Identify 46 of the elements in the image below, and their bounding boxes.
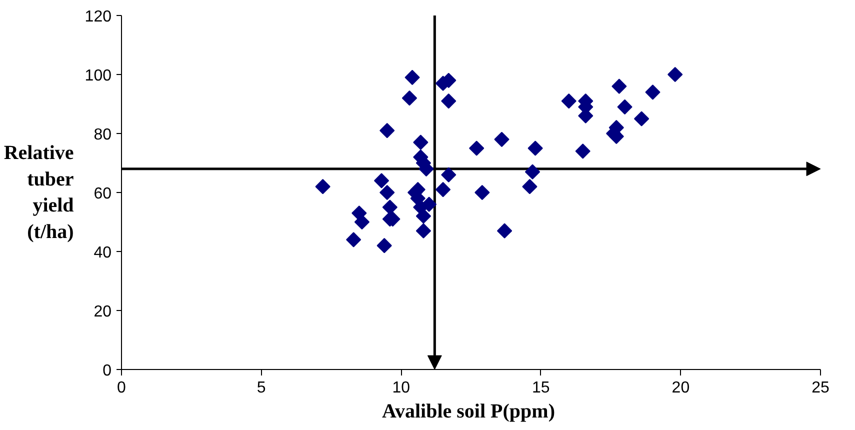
point <box>380 122 395 138</box>
point <box>402 90 418 106</box>
point <box>441 167 456 182</box>
point <box>404 70 420 86</box>
point <box>528 140 543 156</box>
point <box>496 223 512 238</box>
point <box>416 208 432 224</box>
x-axis-title: Avalible soil P(ppm) <box>382 400 555 422</box>
point <box>634 111 650 126</box>
point <box>645 84 660 100</box>
x-tick-label: 10 <box>392 380 410 396</box>
y-tick-label: 80 <box>94 126 112 144</box>
point <box>380 184 395 200</box>
point <box>315 179 330 194</box>
point <box>474 184 490 200</box>
point <box>354 214 370 230</box>
point <box>494 132 510 147</box>
point <box>441 93 456 109</box>
point <box>346 232 362 248</box>
point <box>435 182 451 198</box>
x-tick-label: 15 <box>532 380 550 396</box>
x-tick-label: 0 <box>117 380 126 396</box>
point <box>376 238 392 254</box>
x-tick-label: 5 <box>256 380 266 396</box>
point <box>524 164 540 180</box>
point <box>668 66 683 82</box>
point <box>469 140 484 156</box>
y-tick-label: 60 <box>94 186 112 202</box>
point <box>382 200 398 215</box>
y-tick-label: 0 <box>102 362 112 380</box>
point <box>575 144 590 159</box>
point <box>561 93 576 109</box>
y-tick-label: 20 <box>94 304 112 320</box>
point <box>522 179 538 194</box>
point <box>612 78 627 94</box>
x-tick-label: 20 <box>672 380 690 396</box>
y-tick-label: 40 <box>94 244 112 262</box>
point <box>413 134 428 150</box>
x-tick-label: 25 <box>812 380 830 396</box>
point <box>421 196 437 212</box>
y-tick-label: 120 <box>84 8 112 26</box>
point <box>416 223 432 238</box>
y-axis-title: Relative tuber yield (t/ha) <box>4 142 74 244</box>
point <box>374 173 390 188</box>
point <box>617 99 632 115</box>
y-tick-label: 100 <box>84 68 112 84</box>
